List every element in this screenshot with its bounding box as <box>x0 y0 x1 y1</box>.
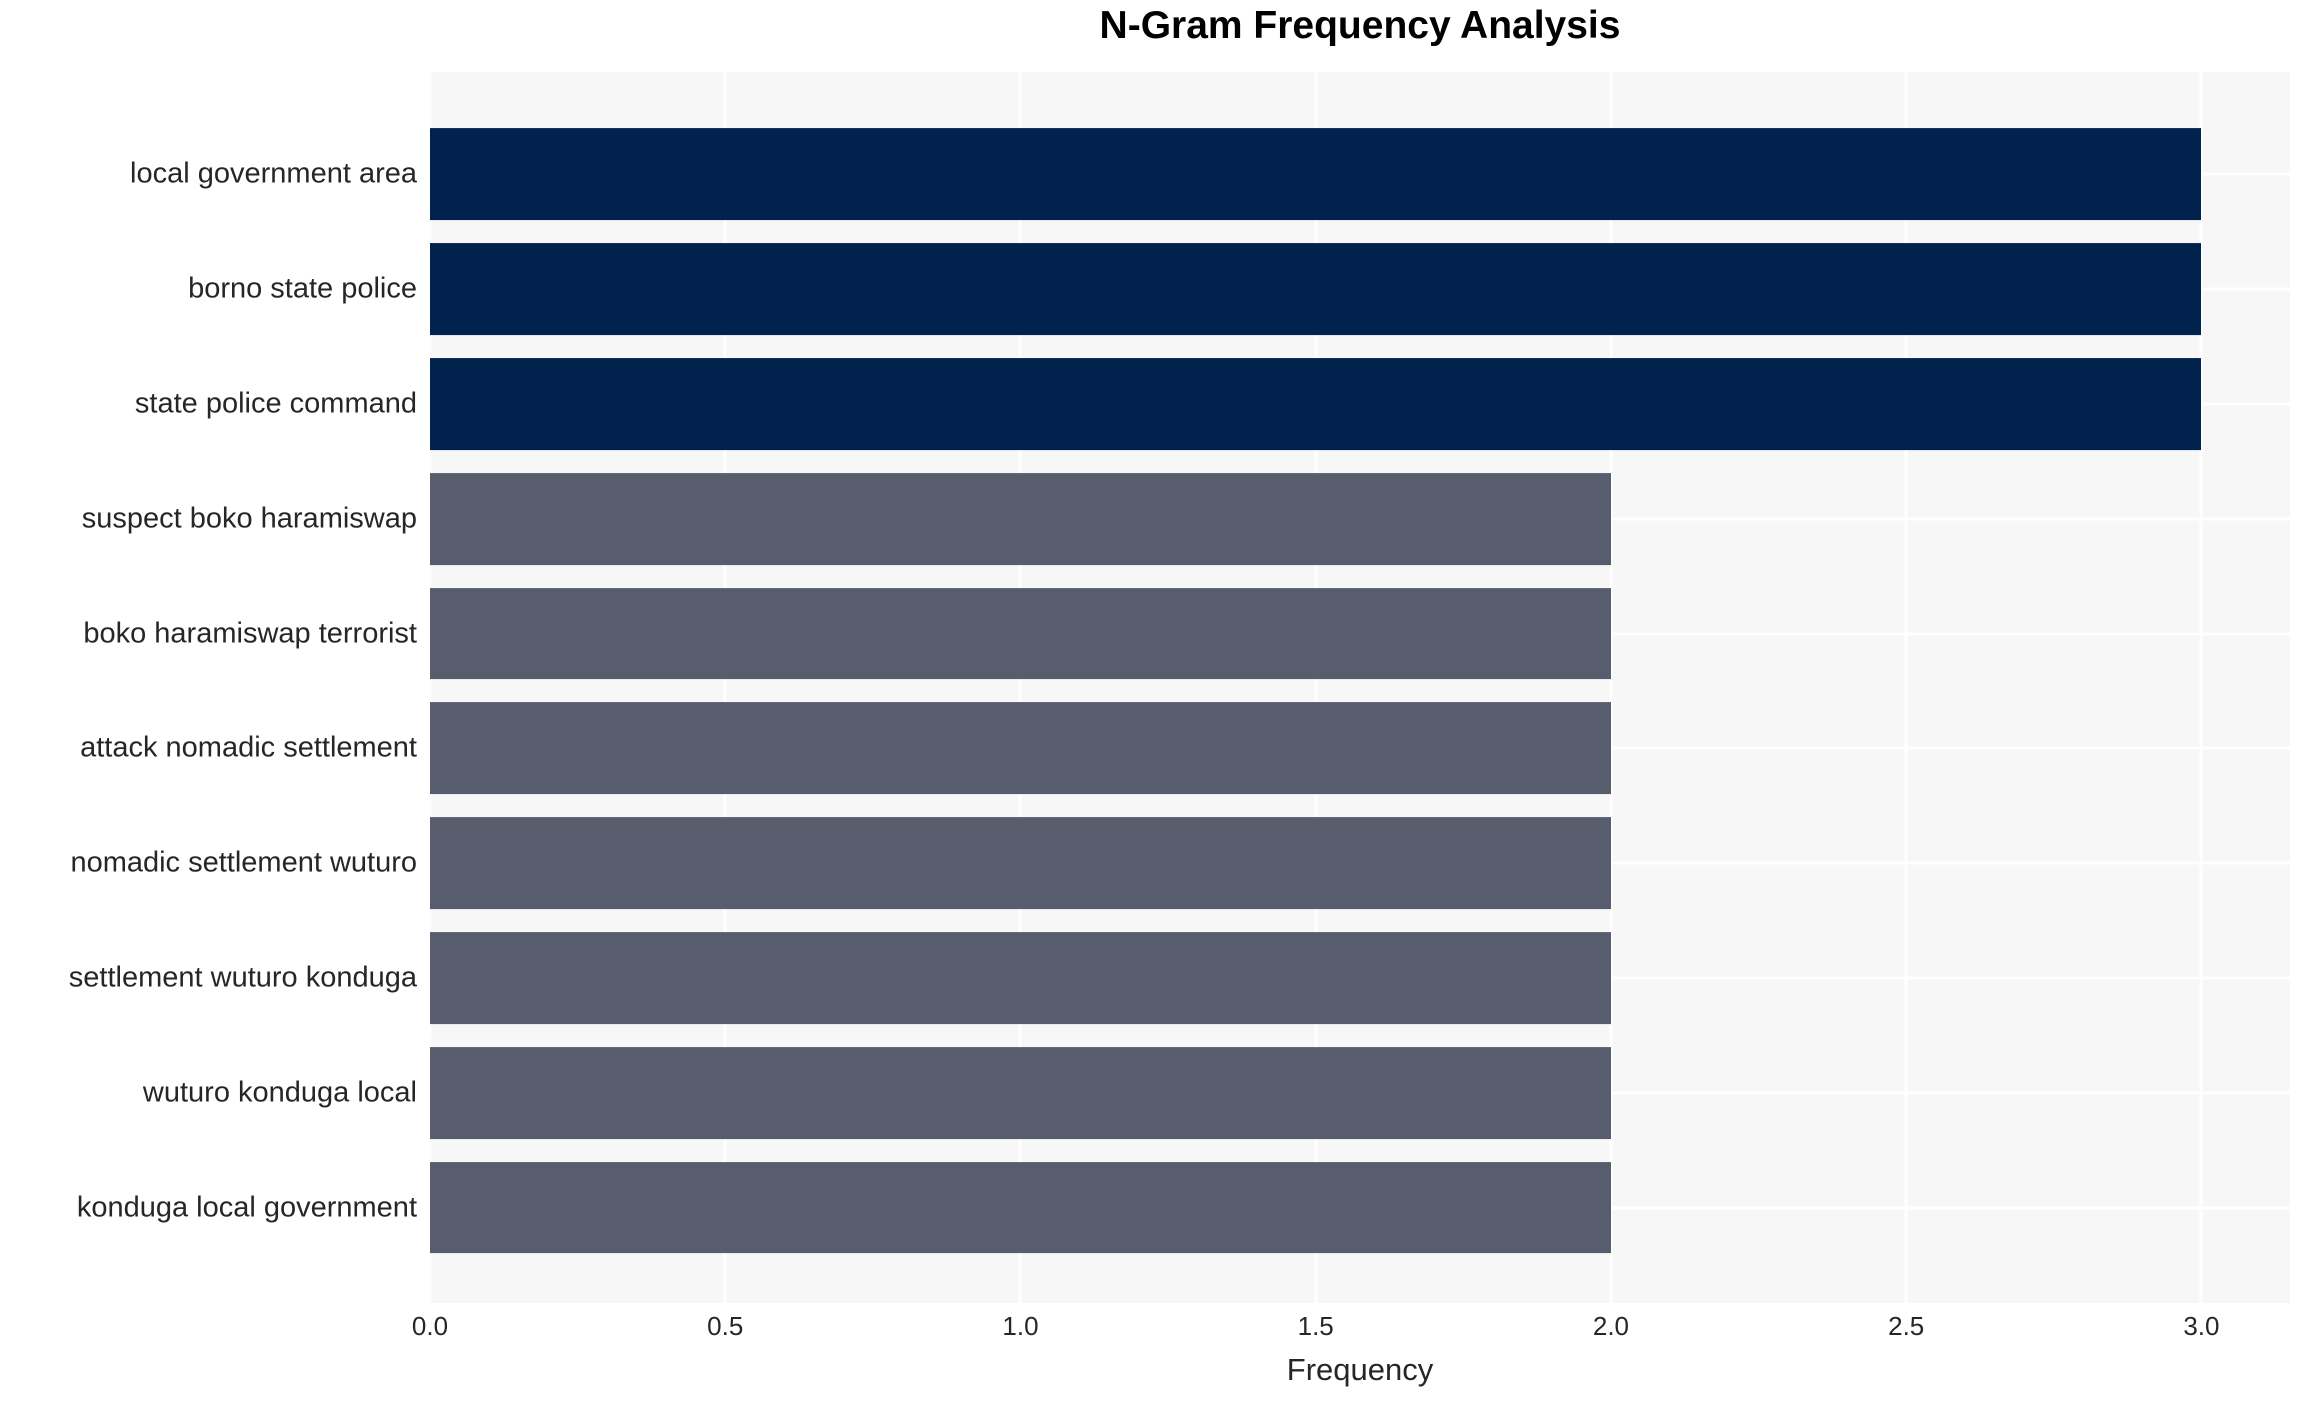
x-axis-ticks: 0.0 0.5 1.0 1.5 2.0 2.5 3.0 <box>412 1311 2290 1345</box>
x-tick-label: 1.5 <box>1297 1311 1334 1341</box>
y-axis-label: settlement wuturo konduga <box>68 961 417 994</box>
bar-row: local government area <box>130 117 2290 232</box>
bar <box>430 358 2202 450</box>
y-axis-label: suspect boko haramiswap <box>81 502 417 535</box>
bar <box>430 1046 1611 1139</box>
x-axis-label: Frequency <box>1286 1352 1434 1387</box>
y-axis-label: nomadic settlement wuturo <box>70 846 417 879</box>
gridline-vertical <box>1904 72 1908 1303</box>
y-axis-label: attack nomadic settlement <box>80 731 417 764</box>
bar-row: konduga local government <box>77 1150 2290 1265</box>
bar-rows: local government area borno state police s… <box>69 72 2290 1303</box>
x-tick-label: 1.0 <box>1002 1311 1039 1341</box>
bar <box>430 817 1611 910</box>
y-axis-label: local government area <box>130 157 417 190</box>
y-axis-label: boko haramiswap terrorist <box>83 617 417 650</box>
bar-row: state police command <box>135 347 2290 462</box>
gridline-vertical <box>723 72 727 1303</box>
bar <box>430 587 1611 680</box>
bar <box>430 243 2202 336</box>
bar-row: borno state police <box>188 232 2290 347</box>
bar-row: attack nomadic settlement <box>80 691 2290 806</box>
bar-row: suspect boko haramiswap <box>82 461 2290 576</box>
gridline-vertical <box>1018 72 1022 1303</box>
bar-row: settlement wuturo konduga <box>69 921 2290 1036</box>
x-tick-label: 3.0 <box>2183 1311 2220 1341</box>
x-tick-label: 0.5 <box>707 1311 744 1341</box>
y-axis-label: konduga local government <box>76 1191 417 1224</box>
y-axis-label: state police command <box>134 387 417 420</box>
x-tick-label: 2.5 <box>1888 1311 1925 1341</box>
gridline-vertical <box>1609 72 1613 1303</box>
bar <box>430 702 1611 795</box>
chart-title: N-Gram Frequency Analysis <box>1099 4 1621 47</box>
bar-row: wuturo konduga local <box>143 1035 2290 1150</box>
x-tick-label: 0.0 <box>411 1311 449 1341</box>
bar <box>430 1161 1611 1254</box>
bar-row: nomadic settlement wuturo <box>70 806 2290 921</box>
x-tick-label: 2.0 <box>1592 1311 1630 1341</box>
bar <box>430 128 2202 221</box>
bar-row: boko haramiswap terrorist <box>83 576 2290 691</box>
bar <box>430 472 1611 565</box>
gridline-vertical <box>1314 72 1318 1303</box>
gridline-vertical <box>2199 72 2203 1303</box>
plot-area: local government area borno state police s… <box>69 72 2290 1303</box>
gridline-vertical <box>428 72 432 1303</box>
y-axis-label: wuturo konduga local <box>142 1076 417 1109</box>
y-axis-label: borno state police <box>188 272 417 305</box>
bar <box>430 932 1611 1024</box>
